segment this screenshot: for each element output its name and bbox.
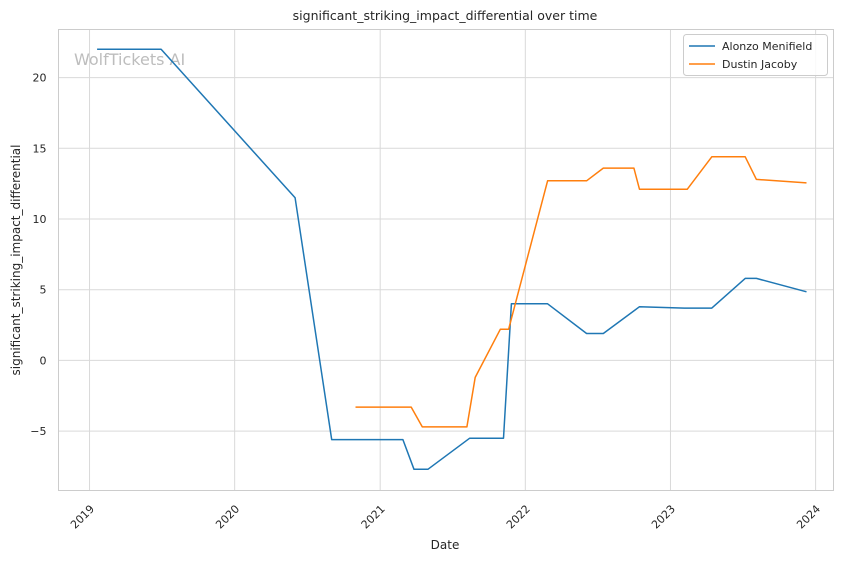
y-tick-label: 0 — [40, 354, 47, 367]
legend-label: Alonzo Menifield — [722, 40, 812, 53]
series-layer — [97, 48, 807, 471]
series-line-alonzo-menifield — [97, 48, 807, 471]
y-tick-label: 15 — [33, 142, 47, 155]
chart-title: significant_striking_impact_differential… — [293, 8, 598, 23]
grid-lines — [58, 29, 834, 491]
y-axis-label: significant_striking_impact_differential — [9, 145, 23, 376]
plot-frame — [58, 29, 834, 491]
legend-box — [683, 34, 828, 76]
y-tick-label: 20 — [33, 72, 47, 85]
watermark-text: WolfTickets AI — [74, 50, 185, 69]
legend: Alonzo Menifield Dustin Jacoby — [683, 34, 828, 76]
y-tick-label: 5 — [40, 284, 47, 297]
x-axis-label: Date — [431, 538, 460, 552]
series-line-dustin-jacoby — [355, 156, 807, 428]
y-tick-label: −5 — [30, 425, 46, 438]
y-tick-label: 10 — [33, 213, 47, 226]
legend-label: Dustin Jacoby — [722, 58, 798, 71]
